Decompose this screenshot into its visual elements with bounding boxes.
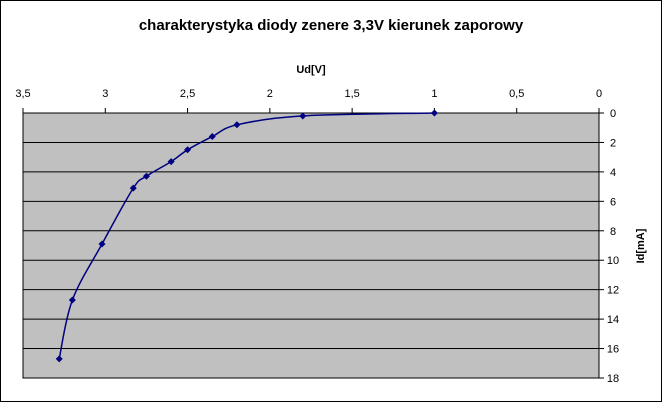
y-tick-label: 14 bbox=[607, 314, 619, 326]
data-point bbox=[55, 355, 63, 363]
data-point bbox=[233, 121, 241, 129]
data-point bbox=[142, 172, 150, 180]
x-tick-label: 2,5 bbox=[180, 88, 195, 100]
x-tick-label: 3,5 bbox=[15, 88, 30, 100]
x-tick-label: 3 bbox=[102, 88, 108, 100]
x-tick-label: 2 bbox=[267, 88, 273, 100]
data-point bbox=[208, 133, 216, 141]
x-tick-label: 1 bbox=[431, 88, 437, 100]
x-axis: 0 0,5 1 1,5 2 2,5 3 3,5 bbox=[15, 88, 602, 114]
y-tick-label: 6 bbox=[610, 196, 616, 208]
y-tick-label: 4 bbox=[610, 167, 616, 179]
x-tick-label: 0,5 bbox=[509, 88, 524, 100]
x-tick-label: 1,5 bbox=[344, 88, 359, 100]
chart-title: charakterystyka diody zenere 3,3V kierun… bbox=[139, 17, 524, 34]
y-tick-label: 16 bbox=[607, 344, 619, 356]
y-tick-label: 2 bbox=[610, 137, 616, 149]
data-point bbox=[129, 184, 137, 192]
data-point bbox=[98, 240, 106, 248]
y-tick-label: 18 bbox=[607, 373, 619, 385]
y-tick-label: 0 bbox=[610, 108, 616, 120]
grid-lines bbox=[23, 141, 599, 350]
y-tick-label: 8 bbox=[610, 226, 616, 238]
y-tick-label: 10 bbox=[607, 255, 619, 267]
data-point bbox=[430, 109, 438, 117]
y-axis: 0 2 4 6 8 10 12 14 16 18 bbox=[598, 108, 619, 385]
series-layer bbox=[55, 109, 438, 363]
plot-area bbox=[22, 112, 600, 379]
x-axis-title: Ud[V] bbox=[296, 64, 326, 76]
x-tick-label: 0 bbox=[596, 88, 602, 100]
data-point bbox=[184, 146, 192, 154]
data-point bbox=[299, 112, 307, 120]
data-point bbox=[68, 296, 76, 304]
y-tick-label: 12 bbox=[607, 285, 619, 297]
data-point bbox=[167, 158, 175, 166]
y-axis-title: Id[mA] bbox=[635, 228, 647, 263]
series-line bbox=[58, 112, 435, 360]
